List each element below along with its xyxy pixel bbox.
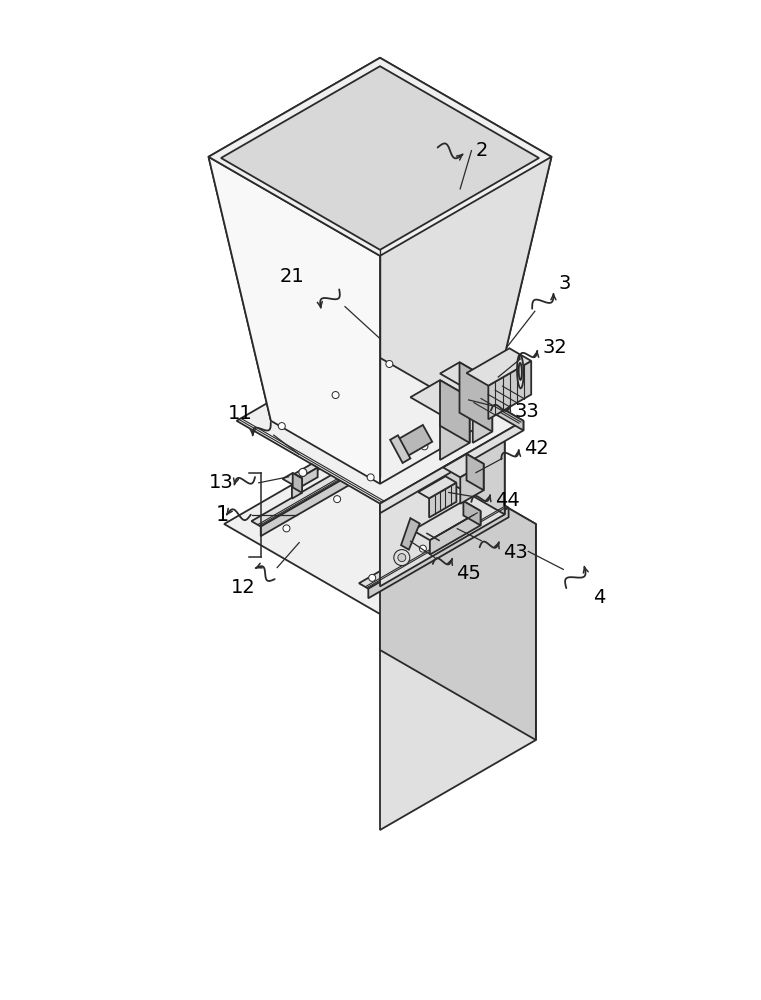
Polygon shape	[440, 362, 492, 392]
Polygon shape	[380, 157, 552, 484]
Polygon shape	[396, 425, 432, 458]
Text: 3: 3	[559, 274, 572, 293]
Polygon shape	[295, 464, 317, 477]
Polygon shape	[463, 501, 480, 525]
Polygon shape	[224, 434, 536, 614]
Polygon shape	[380, 338, 524, 430]
Circle shape	[369, 574, 376, 581]
Polygon shape	[419, 476, 457, 498]
Polygon shape	[292, 478, 302, 499]
Polygon shape	[261, 446, 401, 536]
Text: 12: 12	[231, 578, 256, 597]
Circle shape	[384, 466, 391, 473]
Polygon shape	[255, 358, 505, 502]
Polygon shape	[380, 434, 536, 740]
Polygon shape	[440, 397, 470, 460]
Polygon shape	[489, 361, 531, 419]
Text: 32: 32	[543, 338, 567, 357]
Polygon shape	[460, 464, 484, 504]
Polygon shape	[209, 58, 380, 421]
Polygon shape	[368, 508, 508, 598]
Polygon shape	[401, 518, 420, 550]
Text: 33: 33	[514, 402, 540, 421]
Polygon shape	[429, 483, 457, 518]
Polygon shape	[209, 58, 552, 256]
Polygon shape	[519, 363, 522, 380]
Circle shape	[283, 525, 290, 532]
Polygon shape	[380, 430, 505, 586]
Text: 2: 2	[476, 141, 488, 160]
Polygon shape	[473, 381, 492, 443]
Circle shape	[394, 550, 410, 566]
Circle shape	[332, 392, 339, 399]
Text: 13: 13	[209, 473, 234, 492]
Circle shape	[475, 412, 482, 419]
Text: 44: 44	[495, 491, 520, 510]
Polygon shape	[380, 524, 536, 830]
Polygon shape	[221, 66, 539, 250]
Circle shape	[419, 545, 426, 552]
Polygon shape	[410, 380, 470, 414]
Text: 43: 43	[503, 543, 528, 562]
Polygon shape	[209, 157, 380, 484]
Circle shape	[333, 496, 341, 503]
Circle shape	[421, 443, 428, 450]
Polygon shape	[359, 502, 508, 589]
Polygon shape	[460, 362, 492, 432]
Polygon shape	[466, 348, 531, 386]
Polygon shape	[380, 421, 524, 513]
Polygon shape	[430, 511, 480, 555]
Polygon shape	[282, 473, 302, 484]
Polygon shape	[251, 440, 401, 527]
Text: 21: 21	[280, 267, 304, 286]
Polygon shape	[517, 355, 524, 388]
Polygon shape	[380, 58, 552, 421]
Text: 1: 1	[215, 505, 229, 525]
Circle shape	[279, 423, 285, 430]
Polygon shape	[390, 435, 410, 463]
Circle shape	[470, 516, 477, 523]
Text: 42: 42	[524, 439, 549, 458]
Polygon shape	[301, 468, 317, 487]
Polygon shape	[412, 501, 480, 540]
Polygon shape	[237, 338, 524, 504]
Circle shape	[386, 360, 393, 367]
Circle shape	[398, 554, 406, 562]
Text: 4: 4	[594, 588, 606, 607]
Polygon shape	[466, 454, 484, 490]
Text: 45: 45	[457, 564, 482, 583]
Polygon shape	[440, 380, 470, 443]
Circle shape	[299, 468, 307, 476]
Circle shape	[367, 474, 374, 481]
Text: 11: 11	[228, 404, 253, 423]
Polygon shape	[293, 473, 302, 493]
Polygon shape	[380, 358, 505, 514]
Polygon shape	[443, 454, 484, 477]
